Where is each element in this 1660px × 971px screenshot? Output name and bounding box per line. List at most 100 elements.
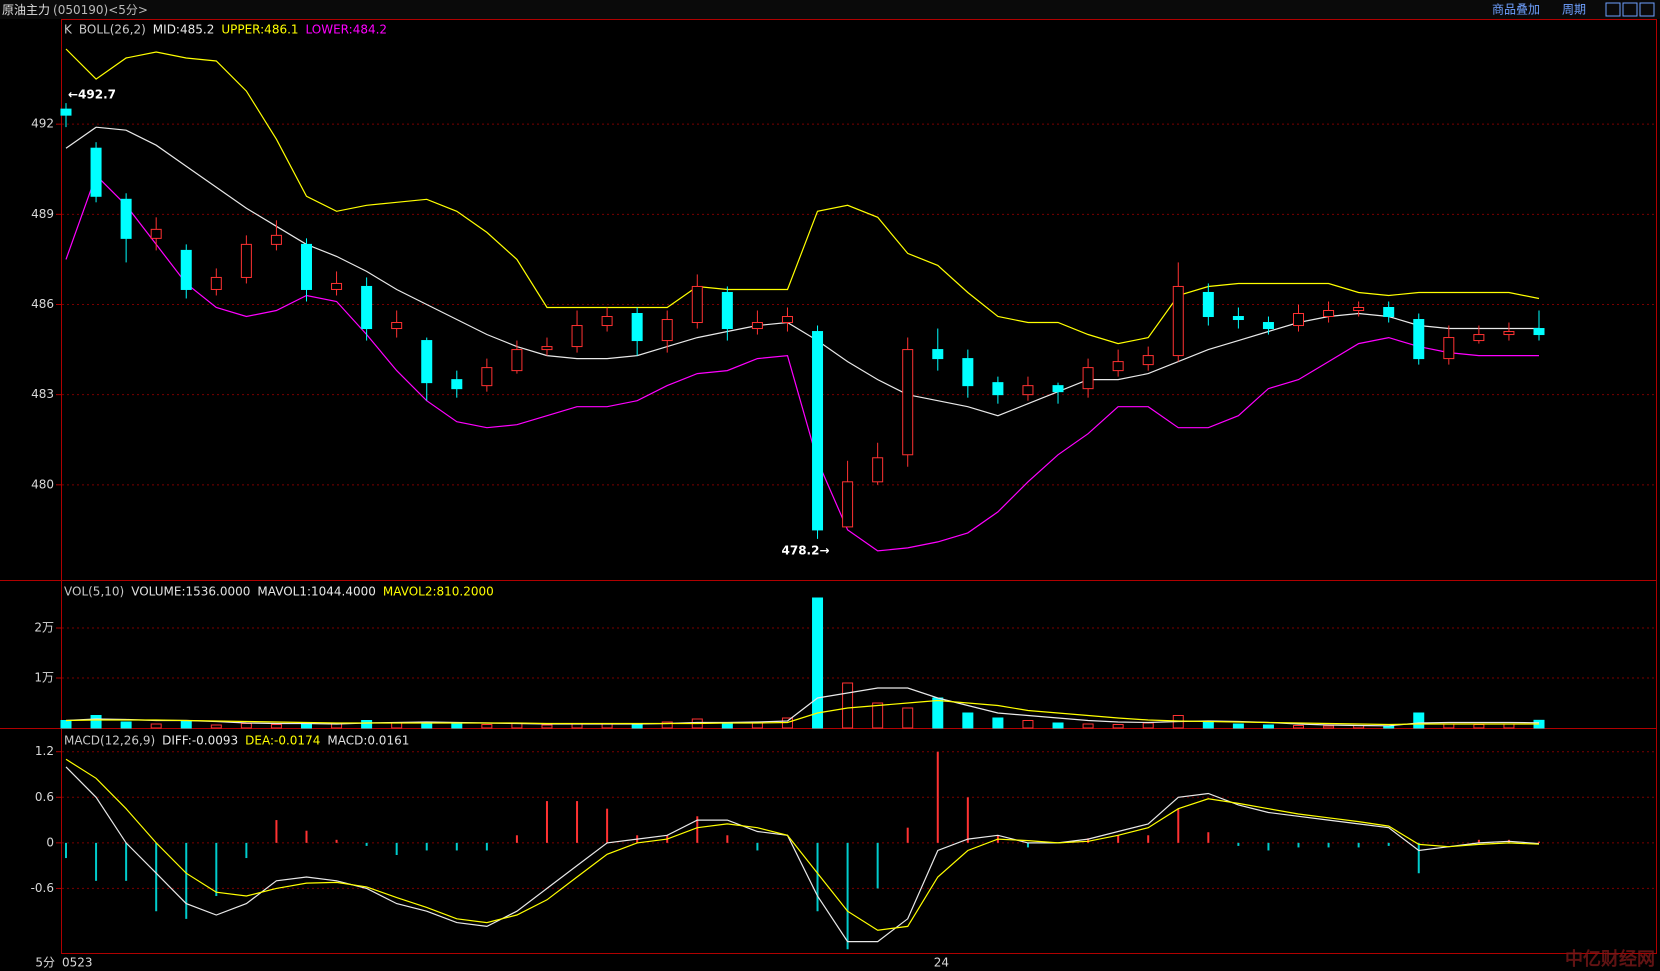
volume-bar (481, 724, 493, 729)
y-tick-label: 489 (31, 207, 54, 221)
candle-body (541, 346, 553, 351)
legend-entry: UPPER:486.1 (221, 23, 298, 37)
x-tick-label: 24 (934, 956, 949, 970)
candle-body (451, 379, 463, 390)
candle-body (1353, 306, 1365, 312)
volume-bar (1022, 720, 1034, 729)
candle-body (361, 285, 373, 330)
candle-body (932, 349, 944, 360)
instrument-code: (050190) (53, 3, 108, 17)
candle-body (391, 322, 403, 330)
volume-bar (1052, 722, 1064, 729)
indicator-line (65, 699, 1539, 726)
candle-body (270, 234, 282, 245)
volume-bar (872, 702, 884, 729)
candle-body (300, 243, 312, 290)
volume-bar (1293, 725, 1305, 729)
candle-body (331, 282, 343, 290)
candle-body (240, 243, 252, 278)
volume-bar (1112, 724, 1124, 729)
y-tick-label: 1.2 (35, 744, 54, 758)
watermark: 中亿财经网 (1565, 948, 1655, 970)
candle-body (1052, 385, 1064, 393)
volume-bar (1202, 721, 1214, 729)
toolbar: 原油主力 (050190)<5分> 商品叠加 周期 (0, 0, 1660, 19)
candle-body (1533, 328, 1545, 336)
candle-body (1262, 322, 1274, 330)
indicator-line (65, 687, 1540, 727)
candle-body (1142, 355, 1154, 366)
candle-body (872, 457, 884, 483)
volume-bar (812, 597, 824, 729)
nav-button[interactable] (1622, 2, 1638, 17)
annotation: ←492.7 (68, 88, 116, 102)
volume-bar (1413, 712, 1425, 729)
volume-bar (120, 721, 132, 729)
candle-body (481, 367, 493, 387)
volume-bar (511, 723, 523, 729)
volume-bar (210, 724, 222, 729)
volume-bar (1473, 724, 1485, 729)
y-tick-label: 483 (31, 387, 54, 401)
legend-entry: VOLUME:1536.0000 (131, 585, 250, 599)
candle-body (1022, 385, 1034, 396)
legend-entry: DIFF:-0.0093 (162, 734, 238, 748)
candle-body (812, 331, 824, 531)
volume-bar (361, 720, 373, 729)
indicator-line (65, 758, 1540, 931)
candle-body (661, 319, 673, 342)
candle-body (421, 340, 433, 384)
annotation: 478.2→ (782, 543, 830, 557)
y-tick-label: 1万 (34, 671, 54, 685)
volume-bar (751, 722, 763, 729)
candle-body (751, 322, 763, 330)
y-tick-label: 480 (31, 477, 54, 491)
legend-entry: LOWER:484.2 (306, 23, 388, 37)
nav-button[interactable] (1639, 2, 1655, 17)
volume-bar (1262, 724, 1274, 729)
legend-entry: MACD:0.0161 (327, 734, 409, 748)
candle-body (180, 249, 192, 290)
volume-bar (391, 722, 403, 729)
volume-bar (1082, 723, 1094, 729)
period-button[interactable]: 周期 (1562, 3, 1586, 17)
candle-body (90, 147, 102, 197)
y-tick-label: 492 (31, 117, 54, 131)
panel-title: VOL(5,10) (64, 585, 124, 599)
volume-bar (451, 723, 463, 729)
volume-bar (842, 682, 854, 729)
indicator-line (65, 174, 1539, 552)
volume-bar (992, 717, 1004, 729)
candle-body (1473, 334, 1485, 342)
volume-bar (331, 723, 343, 729)
indicator-line (65, 48, 1540, 345)
candle-body (1383, 306, 1395, 318)
nav-button[interactable] (1605, 2, 1621, 17)
volume-bar (1232, 723, 1244, 729)
candle-body (1112, 361, 1124, 372)
volume-bar (270, 724, 282, 729)
volume-bar (962, 712, 974, 729)
candle-body (571, 325, 583, 348)
candle-body (60, 108, 72, 116)
legend-entry: DEA:-0.0174 (245, 734, 320, 748)
candle-body (1293, 313, 1305, 327)
overlay-button[interactable]: 商品叠加 (1492, 2, 1540, 17)
candle-body (1413, 319, 1425, 360)
volume-bar (541, 724, 553, 729)
candle-body (1443, 337, 1455, 360)
candle-body (120, 198, 132, 239)
legend-entry: MAVOL1:1044.4000 (257, 585, 376, 599)
candle-body (781, 316, 793, 324)
legend-entry: MID:485.2 (153, 23, 215, 37)
instrument: 原油主力 (050190)<5分> (2, 3, 148, 17)
y-tick-label: -0.6 (31, 881, 54, 895)
legend-entry: MAVOL2:810.2000 (383, 585, 494, 599)
volume-bar (631, 724, 643, 729)
candle-body (150, 228, 162, 239)
panel-title: MACD(12,26,9) (64, 734, 155, 748)
volume-bar (1142, 722, 1154, 729)
volume-bar (661, 721, 673, 729)
candle-body (511, 349, 523, 372)
